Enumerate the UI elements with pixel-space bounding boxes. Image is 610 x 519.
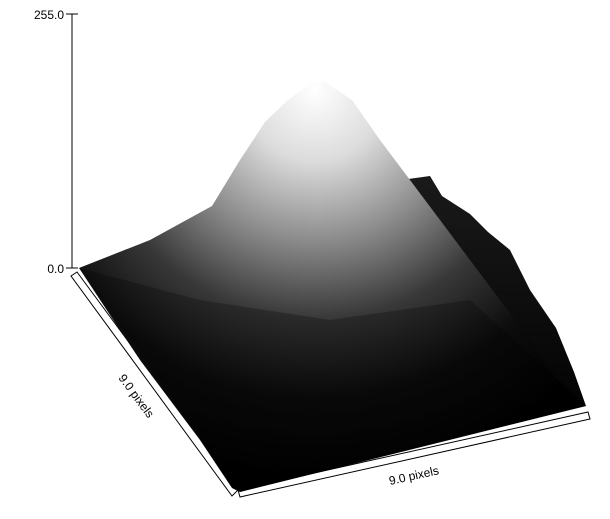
z-axis-min-label: 0.0 bbox=[47, 262, 64, 276]
x-axis-title: 9.0 pixels bbox=[388, 463, 441, 488]
surface-peak bbox=[79, 82, 586, 492]
surface-front-shade bbox=[79, 268, 586, 492]
x-axis-bar bbox=[237, 411, 591, 498]
z-axis-max-label: 255.0 bbox=[34, 8, 64, 22]
